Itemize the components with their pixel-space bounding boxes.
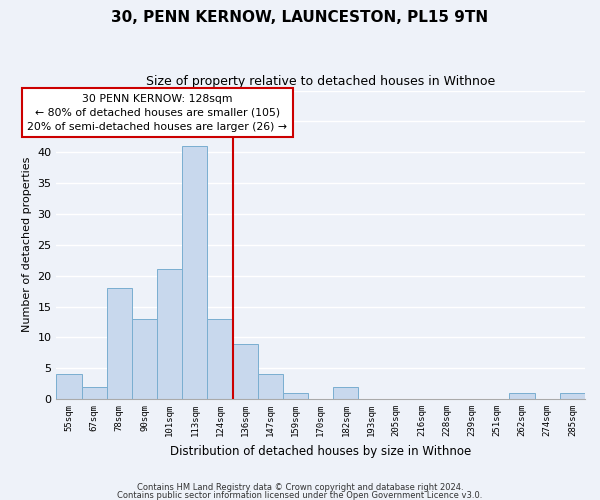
Bar — [56, 374, 82, 399]
Text: Contains public sector information licensed under the Open Government Licence v3: Contains public sector information licen… — [118, 490, 482, 500]
Bar — [107, 288, 132, 399]
Bar — [509, 393, 535, 399]
Text: 30, PENN KERNOW, LAUNCESTON, PL15 9TN: 30, PENN KERNOW, LAUNCESTON, PL15 9TN — [112, 10, 488, 25]
Bar — [560, 393, 585, 399]
Title: Size of property relative to detached houses in Withnoe: Size of property relative to detached ho… — [146, 75, 496, 88]
Bar — [82, 386, 107, 399]
X-axis label: Distribution of detached houses by size in Withnoe: Distribution of detached houses by size … — [170, 444, 472, 458]
Y-axis label: Number of detached properties: Number of detached properties — [22, 157, 32, 332]
Bar — [258, 374, 283, 399]
Text: 30 PENN KERNOW: 128sqm
← 80% of detached houses are smaller (105)
20% of semi-de: 30 PENN KERNOW: 128sqm ← 80% of detached… — [27, 94, 287, 132]
Bar — [208, 319, 233, 399]
Bar — [283, 393, 308, 399]
Bar — [233, 344, 258, 399]
Text: Contains HM Land Registry data © Crown copyright and database right 2024.: Contains HM Land Registry data © Crown c… — [137, 484, 463, 492]
Bar — [132, 319, 157, 399]
Bar — [182, 146, 208, 399]
Bar — [157, 270, 182, 399]
Bar — [333, 386, 358, 399]
